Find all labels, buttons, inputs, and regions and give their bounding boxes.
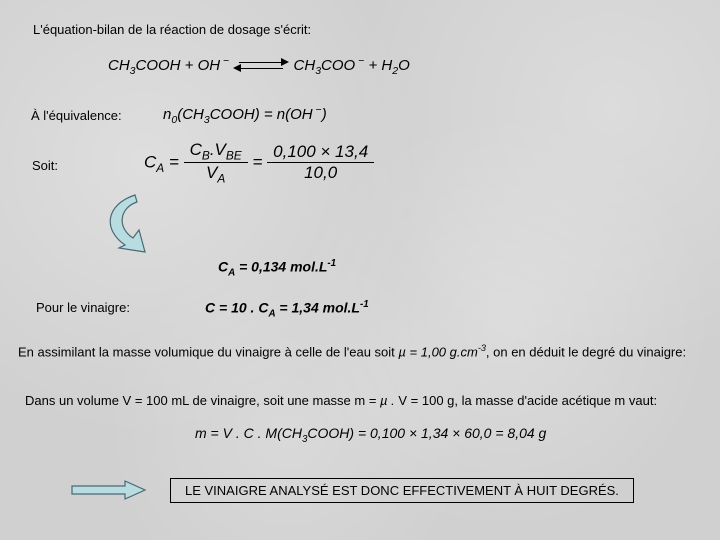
txt: COOH: [210, 106, 255, 123]
txt: µ: [380, 393, 388, 408]
ca-formula: CA = CB.VBE VA = 0,100 × 13,4 10,0: [144, 140, 374, 186]
txt: = 10 .: [215, 300, 258, 316]
txt: -3: [478, 343, 486, 353]
txt: CH: [182, 106, 204, 123]
result-ca: CA = 0,134 mol.L-1: [218, 258, 336, 278]
equilibrium-arrow-icon: [233, 57, 289, 75]
txt: -1: [327, 258, 336, 269]
txt: En assimilant la masse volumique du vina…: [18, 344, 398, 359]
txt: C: [218, 259, 228, 275]
txt: +: [364, 57, 381, 74]
txt: COOH: [136, 57, 181, 74]
txt: C: [205, 300, 215, 316]
txt: O: [398, 57, 410, 74]
mass-equation: m = V . C . M(CH3COOH) = 0,100 × 1,34 × …: [195, 425, 546, 445]
curved-arrow-icon: [95, 190, 175, 260]
vinaigre-label: Pour le vinaigre:: [36, 300, 130, 315]
txt: =: [252, 152, 267, 171]
txt: OH: [198, 57, 221, 74]
txt: = 0,134 mol.L: [235, 259, 327, 275]
conclusion-arrow-icon: [70, 478, 148, 502]
conclusion-box: LE VINAIGRE ANALYSÉ EST DONC EFFECTIVEME…: [170, 478, 634, 503]
vinaigre-equation: C = 10 . CA = 1,34 mol.L-1: [205, 299, 369, 319]
soit-label: Soit:: [32, 158, 58, 173]
txt: +: [181, 57, 198, 74]
txt: µ: [398, 344, 406, 359]
txt: V: [206, 163, 217, 182]
lhs: CH3COOH + OH −: [108, 57, 233, 74]
txt: CH: [294, 57, 316, 74]
txt: C: [144, 152, 156, 171]
rhs: CH3COO − + H2O: [294, 57, 410, 74]
txt: -1: [360, 299, 369, 310]
txt: .V: [210, 140, 226, 159]
txt: A: [217, 172, 225, 186]
txt: = 1,00 g.cm: [406, 344, 478, 359]
txt: 0,100 × 13,4: [267, 142, 374, 162]
txt: Dans un volume V = 100 mL de vinaigre, s…: [25, 393, 380, 408]
txt: H: [381, 57, 392, 74]
paragraph-1: En assimilant la masse volumique du vina…: [18, 343, 698, 359]
equivalence-label: À l'équivalence:: [31, 108, 122, 123]
txt: COOH) = 0,100 × 1,34 × 60,0 = 8,04 g: [307, 425, 546, 441]
txt: C: [258, 300, 268, 316]
txt: m = V . C . M(CH: [195, 425, 302, 441]
txt: V = 100 g, la masse d'acide acétique m v…: [395, 393, 657, 408]
txt: BE: [226, 148, 242, 162]
paragraph-2: Dans un volume V = 100 mL de vinaigre, s…: [25, 393, 705, 408]
txt: CH: [108, 57, 130, 74]
equivalence-equation: n0(CH3COOH) = n(OH −): [163, 104, 327, 126]
conclusion-text: LE VINAIGRE ANALYSÉ EST DONC EFFECTIVEME…: [170, 478, 634, 503]
txt: COO: [321, 57, 355, 74]
title-text: L'équation-bilan de la réaction de dosag…: [33, 22, 311, 37]
txt: , on en déduit le degré du vinaigre:: [486, 344, 686, 359]
txt: B: [202, 148, 210, 162]
txt: A: [268, 308, 275, 319]
reaction-equation: CH3COOH + OH − CH3COO − + H2O: [108, 55, 410, 77]
txt: ): [322, 106, 327, 123]
txt: ) = n(: [255, 106, 290, 123]
txt: C: [190, 140, 202, 159]
txt: = 1,34 mol.L: [276, 300, 360, 316]
txt: 10,0: [267, 162, 374, 183]
txt: =: [164, 152, 183, 171]
txt: OH: [290, 106, 313, 123]
